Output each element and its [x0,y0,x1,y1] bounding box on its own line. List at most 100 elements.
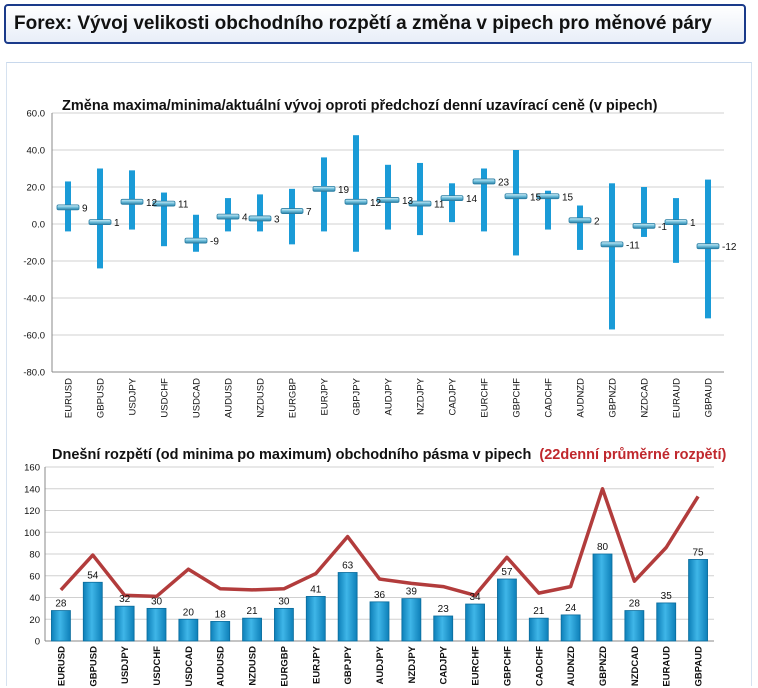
x-tick-label: USDJPY [120,645,131,684]
x-tick-label: GBPUSD [96,378,107,418]
x-tick-label: CADCHF [534,646,545,686]
current-marker [280,208,304,214]
data-label: 15 [562,192,574,203]
current-marker [440,195,464,202]
current-marker [536,193,560,200]
current-marker [408,200,432,207]
range-bar [688,559,708,642]
range-bar [97,168,103,269]
data-label: 30 [278,596,290,607]
range-bar [449,183,455,223]
y-tick-label: 60 [29,571,40,582]
data-label: 35 [661,591,673,602]
data-label: 13 [402,196,414,207]
y-tick-label: 100 [24,528,40,539]
data-label: 7 [306,207,312,218]
y-tick-label: 80 [29,550,40,561]
current-marker [344,198,368,205]
x-tick-label: NZDUSD [248,646,259,686]
data-label: 14 [466,194,478,205]
x-tick-label: EURAUD [662,646,673,687]
y-tick-label: 20.0 [27,183,46,194]
x-tick-label: GBPNZD [608,378,619,418]
range-bar [337,572,358,642]
data-label: -12 [722,242,737,253]
data-label: -9 [210,237,219,248]
range-bar [560,614,581,642]
current-marker [504,193,528,200]
current-marker [696,243,720,250]
range-bar [497,578,517,642]
x-tick-label: EURCHF [480,378,491,418]
current-marker [248,215,272,222]
data-label: -11 [626,240,640,251]
current-marker [472,178,496,185]
chart2-title-main: Dnešní rozpětí (od minima po maximum) ob… [52,447,531,463]
y-tick-label: 40.0 [27,146,46,157]
x-tick-label: GBPAUD [704,378,715,418]
data-label: 12 [146,198,158,209]
current-marker [56,204,80,211]
range-bar [242,617,262,642]
data-label: 19 [338,185,350,196]
y-tick-label: -60.0 [23,331,45,342]
y-tick-label: 60.0 [27,109,46,120]
data-label: 36 [374,590,386,601]
current-marker [568,217,592,224]
range-bar [545,190,551,230]
current-marker [632,222,656,229]
range-bar [210,621,231,642]
chart2-title: Dnešní rozpětí (od minima po maximum) ob… [52,447,726,463]
data-label: 23 [438,604,450,615]
data-label: 75 [693,547,705,558]
data-label: 21 [533,606,545,617]
current-marker [88,219,112,226]
current-marker [216,213,240,220]
x-tick-label: EURCHF [471,646,482,686]
range-bar [673,198,679,263]
x-tick-label: GBPAUD [694,646,705,687]
data-label: 9 [82,203,88,214]
x-tick-label: AUDJPY [375,645,386,684]
range-bar [641,187,647,237]
range-bar [513,150,519,256]
data-label: 28 [55,599,67,610]
data-label: 63 [342,560,354,571]
data-label: 23 [498,177,510,188]
x-tick-label: AUDNZD [576,378,587,418]
data-label: 21 [247,606,259,617]
current-marker [376,197,400,203]
range-bar [146,607,167,642]
current-marker [664,219,688,226]
range-bar [417,162,423,236]
range-bar [51,610,71,642]
range-bar [624,610,645,642]
range-bar [114,605,135,642]
current-marker [600,241,624,248]
data-label: 11 [434,200,445,211]
data-label: 30 [151,596,163,607]
data-label: 80 [597,542,609,553]
range-bar [609,183,615,330]
current-marker [184,237,208,244]
x-tick-label: GBPJPY [343,645,354,684]
range-bar [305,596,326,642]
chart1-title: Změna maxima/minima/aktuální vývoj oprot… [62,98,658,114]
range-bar [274,607,294,642]
x-tick-label: CADCHF [544,378,555,418]
range-bar [481,168,487,232]
y-tick-label: 20 [29,615,40,626]
range-bar [161,192,167,247]
data-label: 28 [629,599,641,610]
chart-panel [6,62,752,686]
y-tick-label: -40.0 [23,294,45,305]
y-tick-label: 160 [24,463,40,474]
data-label: 3 [274,214,280,225]
data-label: 57 [501,567,513,578]
data-label: 32 [119,594,131,605]
x-tick-label: EURUSD [64,378,75,418]
data-label: 2 [594,216,600,227]
data-label: 20 [183,607,195,618]
x-tick-label: AUDUSD [224,378,235,418]
